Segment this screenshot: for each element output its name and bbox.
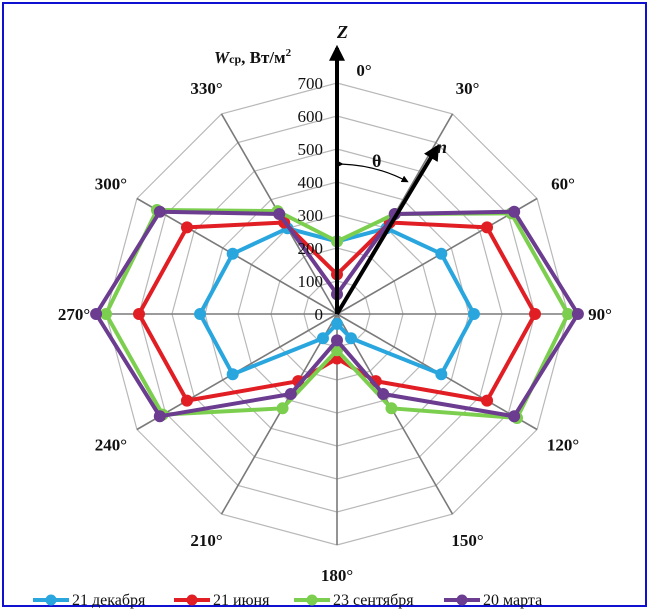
radial-ticks: 0 100 200 300 400 500 600 700 [298, 74, 324, 324]
data-point [226, 247, 239, 260]
radial-tick-label: 400 [298, 173, 324, 192]
radial-tick-label: 500 [298, 140, 324, 159]
data-point [529, 308, 541, 320]
legend-label: 21 декабря [72, 592, 146, 609]
data-point [153, 410, 166, 423]
legend: 21 декабря 21 июня 23 сентября 20 марта [33, 592, 542, 609]
legend-label: 21 июня [213, 592, 270, 609]
data-point [273, 207, 286, 220]
radial-tick-label: 700 [298, 74, 324, 93]
spoke-210 [220, 313, 338, 515]
data-point [194, 308, 207, 320]
angle-label: 60° [551, 175, 575, 194]
angle-label: 150° [451, 531, 483, 550]
data-point [377, 388, 390, 401]
data-point [331, 334, 343, 347]
data-point [481, 394, 494, 407]
radial-tick-label: 200 [298, 239, 324, 258]
data-point [180, 394, 193, 407]
data-point [100, 308, 112, 320]
legend-swatch-marker [45, 594, 57, 606]
angle-label: 270° [58, 305, 90, 324]
data-point [571, 308, 584, 320]
angle-labels: 0° 30° 60° 90° 120° 150° 180° 210° 240° 270° 300° 3… [58, 61, 612, 585]
data-point [226, 368, 239, 381]
angle-label: 0° [356, 61, 371, 80]
angle-label: 120° [547, 436, 579, 455]
data-point [316, 332, 329, 345]
data-point [180, 221, 193, 234]
legend-label: 23 сентября [333, 592, 414, 609]
data-point [331, 317, 343, 330]
data-point [284, 388, 297, 401]
radial-tick-label: 300 [298, 206, 324, 225]
legend-swatch-marker [186, 594, 198, 606]
normal-label: n [437, 137, 447, 157]
theta-label: θ [372, 151, 381, 171]
theta-arc [336, 160, 409, 183]
radial-tick-label: 600 [298, 107, 324, 126]
data-point [508, 205, 521, 218]
angle-label: 300° [95, 175, 127, 194]
angle-label: 30° [456, 79, 480, 98]
data-point [345, 332, 358, 345]
radial-tick-label: 0 [315, 305, 324, 324]
angle-label: 210° [190, 531, 222, 550]
data-point [385, 402, 398, 415]
data-point [508, 410, 521, 423]
data-point [133, 308, 145, 320]
legend-item-4: 20 марта [444, 592, 542, 609]
angle-label: 180° [321, 566, 353, 585]
data-point [481, 221, 494, 234]
angle-label: 240° [95, 436, 127, 455]
data-point [90, 308, 103, 320]
radial-tick-label: 100 [298, 272, 324, 291]
legend-item-2: 21 июня [174, 592, 270, 609]
legend-label: 20 марта [483, 592, 542, 609]
normal-arrow [335, 144, 440, 316]
data-point [562, 308, 574, 320]
legend-swatch-marker [456, 594, 468, 606]
angle-label: 330° [190, 79, 222, 98]
data-point [467, 308, 480, 320]
zenith-label: Z [336, 22, 348, 42]
data-point [435, 247, 448, 260]
legend-swatch-marker [306, 594, 318, 606]
data-point [276, 402, 289, 415]
angle-label: 90° [588, 305, 612, 324]
legend-item-1: 21 декабря [33, 592, 146, 609]
direction-arrows [329, 44, 440, 316]
spoke-150 [336, 313, 454, 515]
data-point [435, 368, 448, 381]
legend-item-3: 23 сентября [294, 592, 414, 609]
axis-label: Wср, Вт/м2 [214, 47, 292, 67]
data-point [153, 205, 166, 218]
